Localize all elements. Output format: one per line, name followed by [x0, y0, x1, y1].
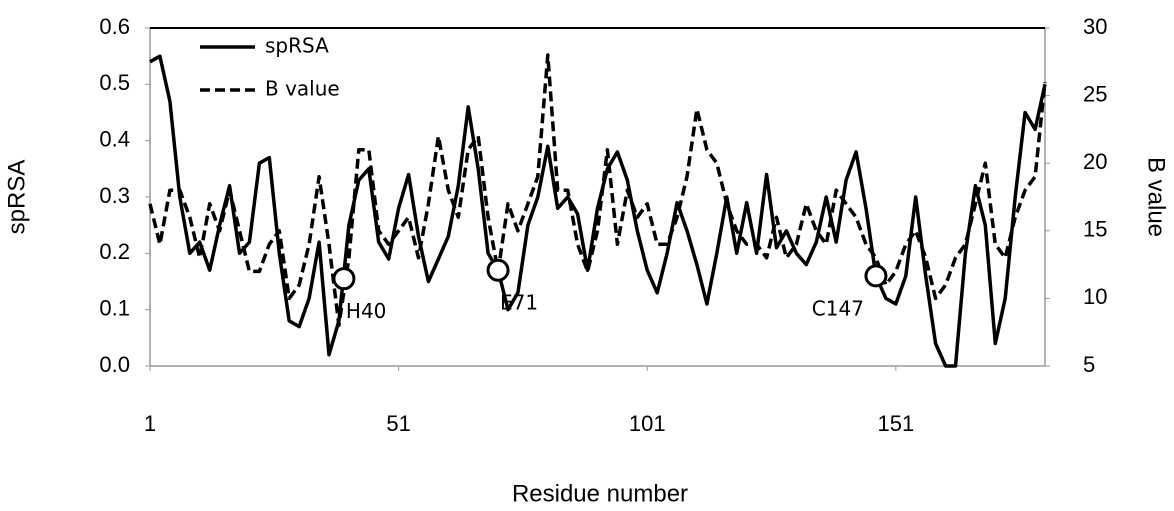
annotation-label: C147: [812, 296, 864, 320]
x-axis-label: Residue number: [512, 480, 688, 507]
y-tick-label: 0.5: [99, 70, 130, 95]
y2-tick-label: 20: [1083, 149, 1107, 174]
line-series: [149, 54, 1047, 368]
legend-label: spRSA: [265, 34, 329, 58]
x-tick-label: 151: [877, 411, 914, 436]
x-tick-label: 101: [629, 411, 666, 436]
y-tick-label: 0.1: [99, 295, 130, 320]
annotation-marker: [864, 264, 888, 288]
y2-tick-label: 15: [1083, 217, 1107, 242]
y-tick-label: 0.3: [99, 183, 130, 208]
annotation-label: E71: [500, 291, 538, 315]
annotation-marker: [486, 258, 510, 282]
x-tick-label: 1: [144, 411, 156, 436]
y2-tick-label: 10: [1083, 284, 1107, 309]
line-series: [148, 53, 1047, 328]
y2-axis-label: B value: [1143, 157, 1170, 237]
legend-label: B value: [265, 77, 340, 101]
y2-tick-label: 30: [1083, 14, 1107, 39]
y2-tick-label: 5: [1083, 352, 1095, 377]
x-tick-label: 51: [386, 411, 410, 436]
y2-tick-label: 25: [1083, 81, 1107, 106]
y-tick-label: 0.0: [99, 352, 130, 377]
y-tick-label: 0.6: [99, 14, 130, 39]
y-tick-label: 0.4: [99, 126, 130, 151]
y-axis-label: spRSA: [3, 160, 30, 235]
y-tick-label: 0.2: [99, 239, 130, 264]
annotation-marker: [332, 267, 356, 291]
annotation-label: H40: [346, 299, 387, 323]
